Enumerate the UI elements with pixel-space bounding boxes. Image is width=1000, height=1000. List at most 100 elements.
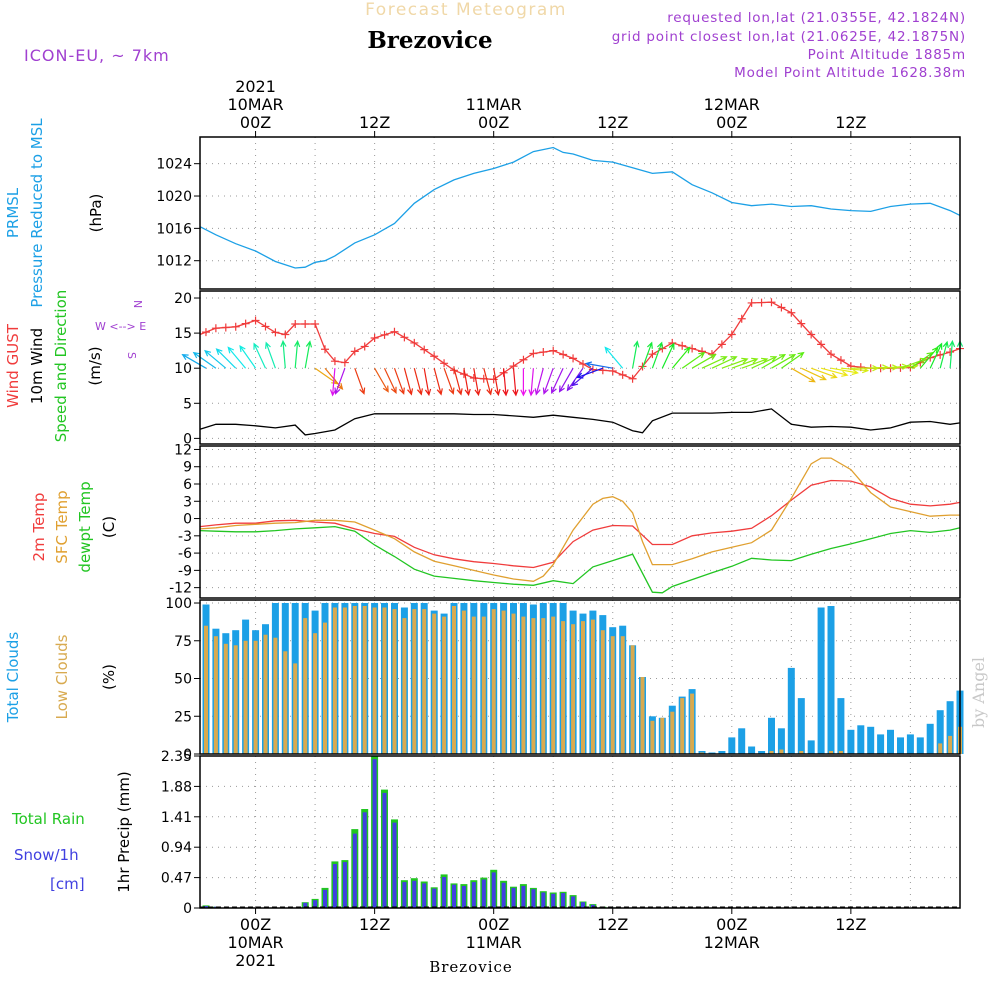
model-altitude: Model Point Altitude 1628.38m bbox=[734, 65, 966, 81]
bar-snow bbox=[432, 888, 437, 908]
bar-total-clouds bbox=[946, 701, 954, 754]
gust-marker bbox=[608, 367, 617, 376]
wind-direction-arrow bbox=[641, 341, 653, 369]
wind-direction-arrow bbox=[280, 339, 287, 369]
gust-marker bbox=[400, 333, 409, 342]
bar-low-clouds bbox=[600, 630, 605, 754]
y-tick-label: 1.41 bbox=[161, 810, 192, 826]
panel-label: Low Clouds bbox=[53, 634, 71, 719]
time-label-top: 12Z bbox=[359, 113, 390, 132]
time-label-top: 2021 bbox=[235, 77, 276, 96]
bar-low-clouds bbox=[511, 613, 516, 754]
wind-direction-arrow bbox=[293, 339, 301, 369]
bar-low-clouds bbox=[382, 607, 387, 754]
time-label-bottom: 00Z bbox=[240, 915, 271, 934]
bar-snow bbox=[541, 892, 546, 908]
bar-low-clouds bbox=[531, 618, 536, 754]
y-tick-label: 0 bbox=[183, 431, 192, 447]
bar-snow bbox=[571, 896, 576, 908]
bar-low-clouds bbox=[273, 637, 278, 754]
bar-low-clouds bbox=[650, 720, 655, 754]
wind-direction-arrow bbox=[534, 368, 544, 396]
bar-low-clouds bbox=[838, 751, 843, 754]
bar-total-clouds bbox=[777, 728, 785, 754]
bar-snow bbox=[471, 882, 476, 908]
wind-direction-arrow bbox=[820, 367, 849, 377]
bar-snow bbox=[323, 889, 327, 908]
bar-low-clouds bbox=[342, 607, 347, 754]
y-tick-label: 10 bbox=[174, 361, 192, 377]
bar-snow bbox=[581, 902, 585, 908]
bar-snow bbox=[362, 812, 367, 908]
panel-wind: 0 5 10 15 20 Wind GUST 10m Wind Speed and Direc… bbox=[4, 290, 964, 447]
bar-low-clouds bbox=[432, 613, 437, 754]
wind-direction-arrow bbox=[691, 354, 717, 369]
time-label-bottom: 12MAR bbox=[704, 933, 760, 952]
panel-unit: (%) bbox=[100, 664, 118, 690]
bar-low-clouds bbox=[610, 636, 615, 754]
gust-marker bbox=[678, 341, 687, 350]
bar-total-clouds bbox=[887, 729, 894, 754]
bar-total-clouds bbox=[857, 725, 865, 754]
wind-direction-arrow bbox=[423, 368, 432, 397]
gust-marker bbox=[241, 319, 250, 328]
bar-snow bbox=[313, 900, 318, 908]
panel-label: Total Rain bbox=[11, 810, 85, 828]
time-label-top: 00Z bbox=[240, 113, 271, 132]
panel-label: Speed and Direction bbox=[52, 290, 70, 443]
wind-direction-arrow bbox=[801, 367, 827, 381]
time-label-bottom: 00Z bbox=[478, 915, 509, 934]
time-label-top: 12Z bbox=[597, 113, 628, 132]
series-line bbox=[199, 479, 961, 569]
compass-north: N bbox=[131, 300, 144, 308]
time-label-top: 12Z bbox=[835, 113, 866, 132]
gust-marker bbox=[380, 330, 389, 339]
bar-low-clouds bbox=[680, 698, 685, 754]
wind-direction-arrow bbox=[265, 341, 276, 369]
wind-direction-arrow bbox=[681, 351, 706, 369]
bar-low-clouds bbox=[670, 711, 675, 754]
time-label-top: 00Z bbox=[478, 113, 509, 132]
panel-precip: 0 0.47 0.94 1.41 1.88 2.35 Total Rain Snow/1h [c… bbox=[11, 749, 961, 917]
wind-direction-arrow bbox=[493, 368, 501, 397]
gust-marker bbox=[797, 319, 806, 328]
panel-temperature: -12 -9-6-30 369 12 2m Temp SFC Temp dewpt Temp… bbox=[30, 442, 961, 599]
gust-marker bbox=[261, 322, 270, 331]
bar-snow bbox=[531, 889, 536, 908]
gust-marker bbox=[747, 298, 756, 307]
panel-label: [cm] bbox=[50, 875, 85, 893]
gust-marker bbox=[946, 348, 955, 357]
time-label-bottom: 12Z bbox=[597, 915, 628, 934]
requested-coords: requested lon,lat (21.0355E, 42.1824N) bbox=[667, 10, 966, 26]
bar-snow bbox=[352, 833, 357, 908]
panel-unit: 1hr Precip (mm) bbox=[115, 771, 133, 892]
gust-marker bbox=[598, 366, 607, 375]
gust-marker bbox=[648, 350, 657, 359]
bar-low-clouds bbox=[779, 749, 784, 754]
time-label-top: 00Z bbox=[716, 113, 747, 132]
bar-snow bbox=[481, 879, 486, 908]
wind-direction-arrow bbox=[473, 368, 481, 397]
wind-direction-arrow bbox=[939, 340, 949, 369]
y-tick-label: 0.94 bbox=[161, 840, 192, 856]
bar-low-clouds bbox=[253, 640, 258, 754]
gust-marker bbox=[330, 357, 339, 366]
wind-direction-arrow bbox=[483, 368, 493, 396]
bar-total-clouds bbox=[936, 710, 944, 754]
bar-total-clouds bbox=[847, 729, 855, 754]
bar-snow bbox=[204, 906, 208, 908]
gust-marker bbox=[301, 319, 310, 328]
time-label-top: 10MAR bbox=[227, 95, 283, 114]
panel-frame bbox=[199, 445, 961, 599]
bar-snow bbox=[511, 887, 516, 908]
bar-low-clouds bbox=[442, 616, 447, 754]
bar-total-clouds bbox=[926, 723, 934, 754]
gust-marker bbox=[727, 330, 736, 339]
bar-low-clouds bbox=[561, 621, 566, 754]
gust-marker bbox=[569, 354, 578, 363]
bar-total-clouds bbox=[897, 737, 904, 754]
panel-label: dewpt Temp bbox=[76, 481, 94, 572]
wind-direction-arrow bbox=[181, 354, 207, 369]
bar-total-clouds bbox=[738, 728, 746, 754]
